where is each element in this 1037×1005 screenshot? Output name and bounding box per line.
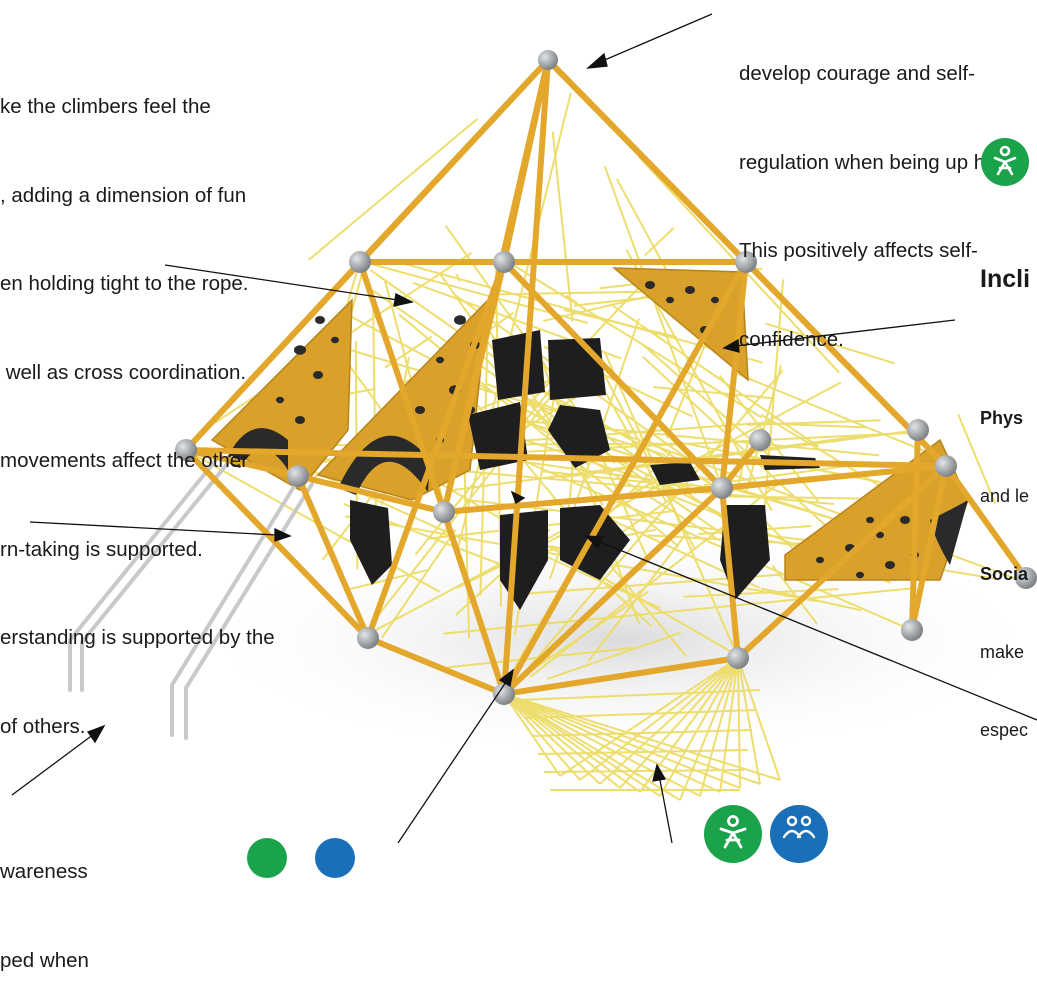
annotation-line: , adding a dimension of fun: [0, 181, 275, 211]
panel-hole: [645, 281, 655, 289]
frame-node: [907, 419, 929, 441]
panel-hole: [866, 517, 874, 523]
annotation-line: well as cross coordination.: [0, 358, 275, 388]
panel-top-right: [614, 268, 748, 380]
annotation-line: movements affect the other: [0, 446, 275, 476]
frame-node: [493, 683, 515, 705]
panel-hole: [415, 406, 425, 414]
social-play-badge: [315, 838, 355, 878]
frame-node: [727, 647, 749, 669]
rope: [457, 274, 460, 281]
frame-node: [287, 465, 309, 487]
rope: [544, 770, 744, 772]
panel-hole: [885, 561, 895, 569]
panel-hole: [900, 516, 910, 524]
panel-hole: [436, 357, 444, 363]
panel-hole: [816, 557, 824, 563]
incline-line: espec: [980, 717, 1030, 743]
annotation-line: confidence.: [739, 325, 990, 355]
frame-node: [538, 50, 558, 70]
incline-line: Phys: [980, 405, 1030, 431]
incline-line: make: [980, 639, 1030, 665]
annotation-bottom-left: wareness ped when: [0, 798, 89, 1005]
annotation-line: erstanding is supported by the: [0, 623, 275, 653]
frame-node: [749, 429, 771, 451]
frame-node: [901, 619, 923, 641]
panel-hole: [315, 316, 325, 324]
annotation-right-top: develop courage and self- regulation whe…: [739, 0, 990, 384]
panel-hole: [454, 315, 466, 325]
frame-node: [433, 501, 455, 523]
panel-hole: [276, 397, 284, 403]
frame-node: [493, 251, 515, 273]
rope: [645, 228, 674, 256]
panel-hole: [685, 286, 695, 294]
rope: [309, 119, 478, 260]
incline-section: Incli Phys and le Socia make espec: [980, 205, 1030, 825]
annotation-line: develop courage and self-: [739, 59, 990, 89]
annotation-line: ke the climbers feel the: [0, 92, 275, 122]
social-play-badge: [770, 805, 828, 863]
frame-node: [935, 455, 957, 477]
frame-node: [711, 477, 733, 499]
incline-line: Socia: [980, 561, 1030, 587]
annotation-line: rn-taking is supported.: [0, 535, 275, 565]
panel-hole: [856, 572, 864, 578]
panel-hole: [294, 345, 306, 355]
annotation-left-top: ke the climbers feel the , adding a dime…: [0, 33, 275, 771]
incline-heading: Incli: [980, 264, 1030, 294]
annotation-line: en holding tight to the rope.: [0, 269, 275, 299]
frame-node: [349, 251, 371, 273]
annotation-line: ped when: [0, 946, 89, 976]
physical-play-badge: [247, 838, 287, 878]
physical-play-badge: [704, 805, 762, 863]
rope: [780, 424, 865, 427]
panel-hole: [711, 297, 719, 303]
frame-node: [357, 627, 379, 649]
panel-hole: [313, 371, 323, 379]
physical-play-badge: [981, 138, 1029, 186]
incline-line: and le: [980, 483, 1030, 509]
panel-hole: [666, 297, 674, 303]
annotation-line: of others.: [0, 712, 275, 742]
panel-hole: [331, 337, 339, 343]
annotation-line: wareness: [0, 857, 89, 887]
annotation-line: This positively affects self-: [739, 236, 990, 266]
annotation-line: regulation when being up hi: [739, 148, 990, 178]
panel-hole: [295, 416, 305, 424]
